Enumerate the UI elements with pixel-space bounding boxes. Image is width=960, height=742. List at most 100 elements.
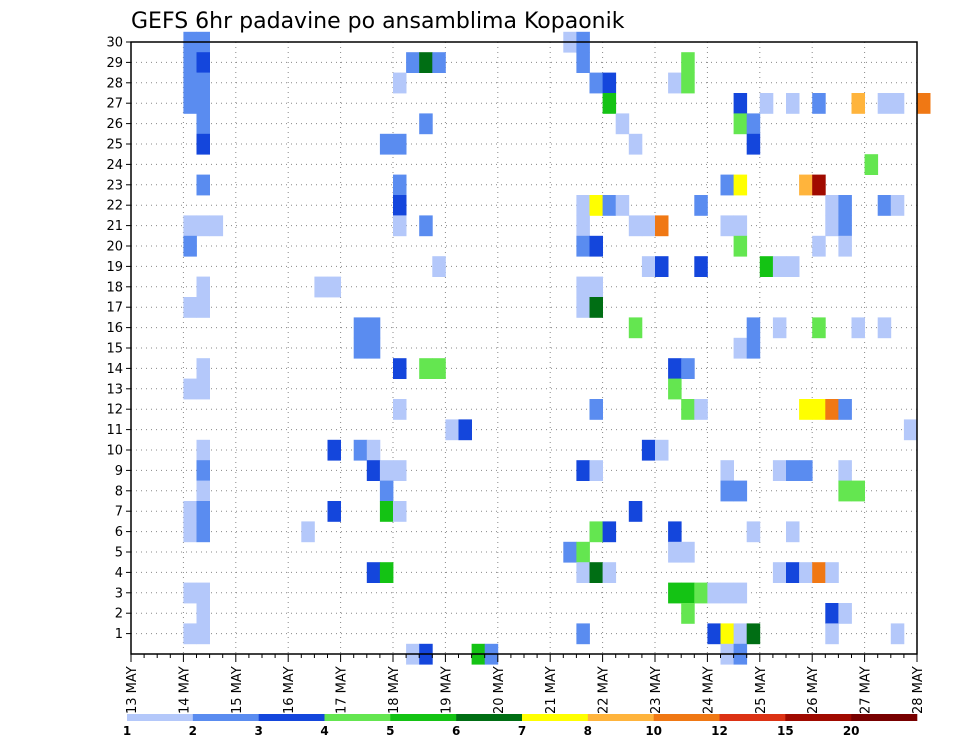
heatmap-cell bbox=[681, 541, 695, 563]
y-tick-label: 1 bbox=[115, 627, 123, 642]
heatmap-cell bbox=[720, 582, 734, 604]
heatmap-cell bbox=[864, 154, 879, 175]
heatmap-cell bbox=[589, 562, 603, 583]
heatmap-cell bbox=[196, 72, 210, 94]
heatmap-cell bbox=[668, 521, 682, 543]
heatmap-cell bbox=[196, 439, 210, 461]
heatmap-cell bbox=[694, 582, 708, 604]
heatmap-cell bbox=[681, 399, 695, 420]
heatmap-cell bbox=[406, 52, 420, 73]
heatmap-cell bbox=[209, 215, 224, 237]
colorbar-swatch bbox=[653, 714, 720, 721]
heatmap-cell bbox=[393, 358, 407, 379]
x-tick-label: 24 MAY bbox=[701, 666, 716, 714]
heatmap-cell bbox=[576, 235, 590, 257]
heatmap-cell bbox=[602, 521, 617, 543]
heatmap-cell bbox=[838, 460, 852, 481]
x-tick-label: 15 MAY bbox=[230, 666, 245, 714]
heatmap-cell bbox=[733, 235, 748, 257]
colorbar-swatch bbox=[390, 714, 457, 721]
colorbar-label: 7 bbox=[518, 724, 526, 738]
heatmap-cell bbox=[786, 93, 800, 114]
x-tick-label: 28 MAY bbox=[911, 666, 926, 714]
heatmap-cell bbox=[196, 480, 210, 502]
y-tick-label: 14 bbox=[106, 362, 123, 377]
heatmap-cell bbox=[419, 358, 433, 379]
x-tick-label: 25 MAY bbox=[754, 666, 769, 714]
heatmap-cell bbox=[812, 317, 826, 339]
heatmap-cell bbox=[196, 582, 210, 604]
heatmap-cell bbox=[393, 460, 407, 481]
heatmap-cell bbox=[759, 256, 774, 277]
heatmap-cell bbox=[576, 195, 590, 216]
x-tick-label: 17 MAY bbox=[335, 666, 350, 714]
heatmap-cell bbox=[602, 562, 617, 583]
x-tick-label: 19 MAY bbox=[439, 666, 454, 714]
heatmap-cell bbox=[183, 215, 197, 237]
heatmap-cell bbox=[655, 256, 669, 277]
heatmap-cell bbox=[432, 256, 446, 277]
heatmap-cell bbox=[707, 623, 721, 645]
x-tick-label: 23 MAY bbox=[649, 666, 664, 714]
colorbar-swatch bbox=[192, 714, 259, 721]
heatmap-cell bbox=[615, 113, 630, 135]
heatmap-cell bbox=[379, 501, 394, 522]
x-tick-label: 16 MAY bbox=[282, 666, 297, 714]
heatmap-cell bbox=[196, 276, 210, 298]
y-tick-label: 23 bbox=[106, 178, 123, 193]
heatmap-cell bbox=[668, 541, 682, 563]
heatmap-cell bbox=[825, 215, 839, 237]
heatmap-cell bbox=[746, 113, 761, 135]
heatmap-cell bbox=[799, 174, 813, 196]
y-tick-label: 28 bbox=[106, 76, 123, 91]
heatmap-cell bbox=[327, 276, 341, 298]
heatmap-cell bbox=[366, 460, 381, 481]
heatmap-cell bbox=[366, 337, 381, 359]
heatmap-cell bbox=[694, 195, 708, 216]
heatmap-cell bbox=[877, 317, 892, 339]
heatmap-cell bbox=[851, 317, 865, 339]
y-tick-label: 8 bbox=[115, 484, 123, 499]
y-tick-label: 4 bbox=[115, 566, 123, 581]
y-tick-label: 29 bbox=[106, 56, 123, 71]
heatmap-cell bbox=[641, 439, 656, 461]
heatmap-cell bbox=[733, 174, 748, 196]
heatmap-cell bbox=[786, 562, 800, 583]
heatmap-cell bbox=[393, 399, 407, 420]
x-tick-label: 26 MAY bbox=[806, 666, 821, 714]
heatmap-cell bbox=[576, 623, 590, 645]
heatmap-cell bbox=[838, 603, 852, 624]
y-tick-label: 30 bbox=[106, 36, 123, 51]
colorbar-label: 6 bbox=[452, 724, 460, 738]
heatmap-cell bbox=[589, 521, 603, 543]
y-tick-label: 18 bbox=[106, 280, 123, 295]
heatmap-cell bbox=[668, 358, 682, 379]
y-tick-label: 17 bbox=[106, 301, 123, 316]
heatmap-cell bbox=[746, 337, 761, 359]
colorbar-label: 12 bbox=[711, 724, 728, 738]
heatmap-cell bbox=[733, 623, 748, 645]
heatmap-cell bbox=[641, 256, 656, 277]
heatmap-cell bbox=[890, 93, 905, 114]
colorbar-label: 1 bbox=[123, 724, 131, 738]
heatmap-cell bbox=[353, 337, 368, 359]
heatmap-cell bbox=[301, 521, 315, 543]
heatmap-cell bbox=[576, 562, 590, 583]
heatmap-cell bbox=[563, 541, 577, 563]
colorbar: 1 2 3 4 5 6 7 8 10 12 15 20 bbox=[123, 714, 918, 738]
data-cells bbox=[183, 31, 931, 665]
heatmap-cell bbox=[812, 174, 826, 196]
heatmap-cell bbox=[379, 562, 394, 583]
heatmap-cell bbox=[759, 93, 774, 114]
y-tick-label: 11 bbox=[106, 423, 123, 438]
heatmap-cell bbox=[786, 256, 800, 277]
heatmap-cell bbox=[602, 195, 617, 216]
y-axis: 1234567891011121314151617181920212223242… bbox=[106, 36, 131, 642]
y-tick-label: 16 bbox=[106, 321, 123, 336]
heatmap-cell bbox=[602, 72, 617, 94]
heatmap-cell bbox=[720, 480, 734, 502]
y-tick-label: 3 bbox=[115, 586, 123, 601]
heatmap-cell bbox=[445, 419, 459, 441]
x-tick-label: 20 MAY bbox=[492, 666, 507, 714]
heatmap-cell bbox=[183, 297, 197, 318]
